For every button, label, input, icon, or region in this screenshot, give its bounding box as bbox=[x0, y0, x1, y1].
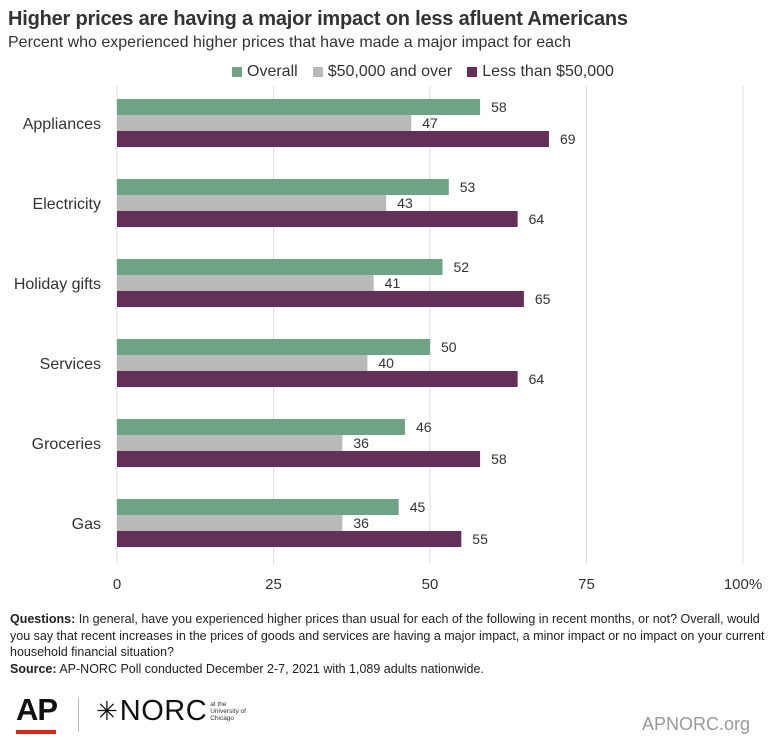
bar-services-50-000-and-over bbox=[117, 355, 368, 371]
x-tick-label-0: 0 bbox=[113, 576, 121, 593]
legend-label-less-than-50k: Less than $50,000 bbox=[482, 63, 614, 80]
bar-groceries-50-000-and-over bbox=[117, 435, 343, 451]
source-label: Source: bbox=[10, 661, 57, 676]
legend-item-less-than-50k: Less than $50,000 bbox=[467, 63, 614, 81]
legend-item-50k-and-over: $50,000 and over bbox=[312, 63, 453, 81]
value-label-groceries-less-than-50-000: 58 bbox=[491, 451, 507, 467]
bar-groceries-less-than-50-000 bbox=[117, 451, 481, 467]
bar-services-less-than-50-000 bbox=[117, 371, 518, 387]
norc-logo: ✳ NORC at the University of Chicago bbox=[96, 696, 250, 726]
value-label-services-overall: 50 bbox=[441, 339, 457, 355]
bar-gas-overall bbox=[117, 499, 399, 515]
category-label-holiday-gifts: Holiday gifts bbox=[14, 276, 101, 293]
value-label-electricity-less-than-50-000: 64 bbox=[529, 211, 545, 227]
category-label-appliances: Appliances bbox=[23, 116, 101, 133]
bar-electricity-overall bbox=[117, 179, 449, 195]
x-tick-label-50: 50 bbox=[422, 576, 439, 593]
norc-logo-subtext: at the University of Chicago bbox=[210, 700, 246, 722]
ap-logo: AP bbox=[16, 692, 58, 727]
bar-electricity-less-than-50-000 bbox=[117, 211, 518, 227]
category-label-electricity: Electricity bbox=[33, 196, 101, 213]
norc-logo-text: NORC bbox=[119, 695, 208, 727]
chart-subtitle: Percent who experienced higher prices th… bbox=[8, 34, 571, 51]
category-label-services: Services bbox=[40, 356, 101, 373]
site-url: APNORC.org bbox=[641, 714, 750, 734]
value-label-gas-50-000-and-over: 36 bbox=[353, 515, 369, 531]
category-label-gas: Gas bbox=[72, 516, 101, 533]
x-tick-label-100: 100% bbox=[724, 576, 762, 593]
norc-star-icon: ✳ bbox=[96, 696, 118, 726]
bar-gas-50-000-and-over bbox=[117, 515, 343, 531]
x-tick-label-25: 25 bbox=[265, 576, 282, 593]
bar-gas-less-than-50-000 bbox=[117, 531, 462, 547]
bar-appliances-less-than-50-000 bbox=[117, 131, 549, 147]
questions-label: Questions: bbox=[10, 612, 76, 626]
legend-swatch-50k-and-over bbox=[312, 67, 323, 77]
bar-holiday-gifts-less-than-50-000 bbox=[117, 291, 524, 307]
legend-swatch-less-than-50k bbox=[467, 67, 478, 77]
bar-chart: 0 25 50 75 100% Appliances 58 47 69 Electricity 53… bbox=[14, 86, 762, 593]
value-label-services-50-000-and-over: 40 bbox=[378, 355, 394, 371]
legend-swatch-overall bbox=[232, 67, 242, 77]
chart-legend: Overall $50,000 and over Less than $50,0… bbox=[232, 63, 629, 81]
value-label-electricity-50-000-and-over: 43 bbox=[397, 195, 413, 211]
value-label-groceries-50-000-and-over: 36 bbox=[353, 435, 369, 451]
bar-holiday-gifts-50-000-and-over bbox=[117, 275, 374, 291]
source-text: AP-NORC Poll conducted December 2-7, 202… bbox=[56, 661, 484, 676]
x-tick-label-75: 75 bbox=[578, 576, 595, 593]
bar-groceries-overall bbox=[117, 419, 405, 435]
bar-appliances-50-000-and-over bbox=[117, 115, 412, 131]
bar-holiday-gifts-overall bbox=[117, 259, 443, 275]
category-label-groceries: Groceries bbox=[32, 436, 101, 453]
bar-appliances-overall bbox=[117, 99, 481, 115]
value-label-gas-less-than-50-000: 55 bbox=[472, 531, 488, 547]
value-label-electricity-overall: 53 bbox=[460, 179, 476, 195]
value-label-appliances-less-than-50-000: 69 bbox=[560, 131, 576, 147]
chart-notes: Questions: In general, have you experien… bbox=[10, 611, 766, 677]
value-label-holiday-gifts-less-than-50-000: 65 bbox=[535, 291, 551, 307]
value-label-gas-overall: 45 bbox=[410, 499, 426, 515]
bar-services-overall bbox=[117, 339, 430, 355]
questions-text: In general, have you experienced higher … bbox=[10, 612, 765, 659]
value-label-appliances-50-000-and-over: 47 bbox=[422, 115, 438, 131]
value-label-groceries-overall: 46 bbox=[416, 419, 432, 435]
bar-electricity-50-000-and-over bbox=[117, 195, 387, 211]
chart-title: Higher prices are having a major impact … bbox=[8, 8, 628, 30]
legend-label-overall: Overall bbox=[247, 63, 298, 80]
ap-logo-underline bbox=[16, 730, 56, 734]
value-label-holiday-gifts-overall: 52 bbox=[454, 259, 470, 275]
value-label-services-less-than-50-000: 64 bbox=[529, 371, 545, 387]
logo-divider bbox=[78, 698, 79, 732]
legend-label-50k-and-over: $50,000 and over bbox=[327, 63, 453, 80]
legend-item-overall: Overall bbox=[232, 63, 298, 81]
value-label-appliances-overall: 58 bbox=[491, 99, 507, 115]
value-label-holiday-gifts-50-000-and-over: 41 bbox=[385, 275, 401, 291]
